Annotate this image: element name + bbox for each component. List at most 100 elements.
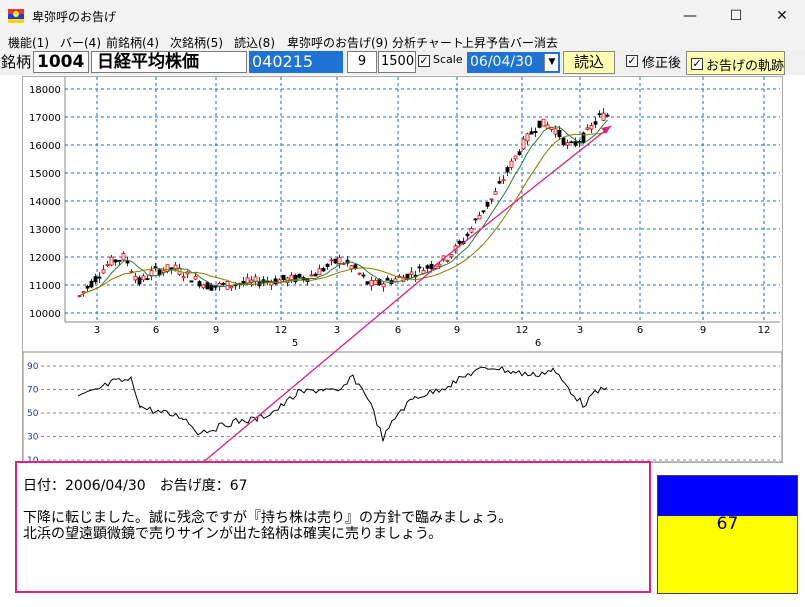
candle-body (557, 129, 562, 138)
candle-body (141, 275, 146, 281)
candle-body (521, 138, 526, 150)
menu-item-next-stock[interactable]: 次銘柄(5) (170, 36, 223, 50)
candle-body (149, 270, 154, 276)
candle-body (117, 259, 122, 262)
candle-body (601, 112, 606, 121)
month-tick-label: 9 (213, 325, 219, 336)
maximize-button[interactable]: ☐ (729, 8, 743, 24)
candle-body (513, 155, 518, 160)
candle-body (469, 228, 474, 233)
chevron-down-icon[interactable]: ▼ (544, 54, 558, 71)
menu-item-load[interactable]: 読込(8) (234, 36, 275, 50)
candle-body (553, 128, 558, 135)
month-tick-label: 6 (637, 325, 643, 336)
oscillator-line (77, 365, 608, 442)
date-dropdown[interactable]: 06/04/30 ▼ (467, 52, 560, 73)
month-tick-label: 9 (454, 325, 460, 336)
price-tick-label: 17000 (29, 113, 61, 124)
candle-body (433, 265, 438, 269)
menu-item-prev-stock[interactable]: 前銘柄(4) (106, 36, 159, 50)
minimize-button[interactable]: — (683, 8, 697, 24)
candle-body (313, 273, 318, 277)
candle-body (501, 179, 506, 182)
candle-body (145, 278, 150, 280)
candle-body (297, 273, 302, 278)
price-tick-label: 13000 (29, 225, 61, 236)
candle-body (365, 281, 370, 285)
stock-name-field[interactable]: 日経平均株価 (91, 51, 247, 73)
code-label: 銘柄 (1, 53, 32, 71)
app-icon (8, 9, 24, 23)
candle-body (105, 263, 110, 267)
month-tick-label: 3 (94, 325, 100, 336)
candle-body (597, 113, 602, 116)
count-field[interactable]: 1500 (378, 51, 416, 73)
trail-checkbox[interactable]: ✓ (691, 57, 703, 70)
candle-body (425, 265, 430, 269)
candle-body (277, 279, 282, 284)
scale-label: Scale (433, 53, 463, 66)
candle-body (381, 283, 386, 288)
candle-body (473, 218, 478, 221)
candle-body (309, 274, 314, 277)
stock-code-field[interactable]: 1004 (33, 51, 89, 73)
candle-body (89, 280, 94, 288)
candle-body (97, 276, 102, 279)
month-tick-label: 9 (700, 325, 706, 336)
candle-body (241, 281, 246, 284)
candle-body (293, 274, 298, 283)
month-tick-label: 3 (334, 325, 340, 336)
adjusted-checkbox[interactable]: ✓ (626, 54, 638, 67)
candle-body (417, 266, 422, 269)
candle-body (445, 259, 450, 262)
candle-body (353, 264, 358, 269)
date-dropdown-value: 06/04/30 (469, 54, 544, 71)
load-button[interactable]: 読込 (563, 51, 615, 74)
menu-item-analysis-chart[interactable]: 分析チャート (392, 36, 464, 50)
candle-body (221, 282, 226, 285)
price-tick-label: 10000 (29, 309, 61, 320)
message-panel: 日付：2006/04/30 お告げ度：67 下降に転じました。誠に残念ですが『持… (15, 461, 651, 593)
candle-body (137, 277, 142, 285)
close-button[interactable]: ✕ (776, 8, 788, 24)
price-tick-label: 16000 (29, 141, 61, 152)
period-field[interactable]: 9 (347, 51, 377, 73)
candle-body (361, 274, 366, 277)
date-code-field[interactable]: 040215 (249, 51, 343, 73)
osc-tick-label: 90 (27, 362, 39, 372)
price-chart: 18000 17000 16000 15000 14000 13000 12000 11000… (23, 77, 782, 462)
menu-item-oracle[interactable]: 卑弥呼のお告げ(9) (287, 36, 388, 50)
candle-body (421, 270, 426, 274)
oscillator-panel (23, 351, 782, 462)
candle-body (269, 281, 274, 286)
window-title: 卑弥呼のお告げ (32, 10, 117, 24)
month-tick-label: 12 (516, 325, 529, 336)
candle-body (337, 257, 342, 264)
candle-body (85, 285, 90, 289)
candle-body (245, 277, 250, 284)
month-tick-label: 6 (153, 325, 159, 336)
trail-toggle[interactable]: ✓ お告げの軌跡 (686, 51, 785, 75)
candle-body (393, 278, 398, 283)
candle-body (325, 263, 330, 267)
title-bar: 卑弥呼のお告げ — ☐ ✕ (0, 0, 805, 32)
year-label: 5 (292, 338, 298, 349)
candle-body (485, 201, 490, 207)
candle-body (385, 277, 390, 281)
trail-connector-line (202, 267, 436, 462)
candle-body (129, 271, 134, 273)
score-level-fill (658, 476, 797, 516)
candle-body (349, 265, 354, 270)
menu-item-clear-rise-bar[interactable]: 上昇予告バー消去 (462, 36, 559, 50)
menu-item-bar[interactable]: バー(4) (60, 36, 101, 50)
candle-body (457, 240, 462, 244)
message-date-line: 日付：2006/04/30 お告げ度：67 (23, 478, 248, 494)
adjusted-label: 修正後 (642, 56, 682, 71)
candle-body (205, 282, 210, 290)
scale-checkbox[interactable]: ✓ (418, 54, 430, 67)
candle-body (589, 125, 594, 130)
candle-body (357, 272, 362, 275)
menu-item-function[interactable]: 機能(1) (8, 36, 49, 50)
candle-body (197, 281, 202, 287)
chart-frame: 18000 17000 16000 15000 14000 13000 12000 11000… (22, 76, 783, 463)
